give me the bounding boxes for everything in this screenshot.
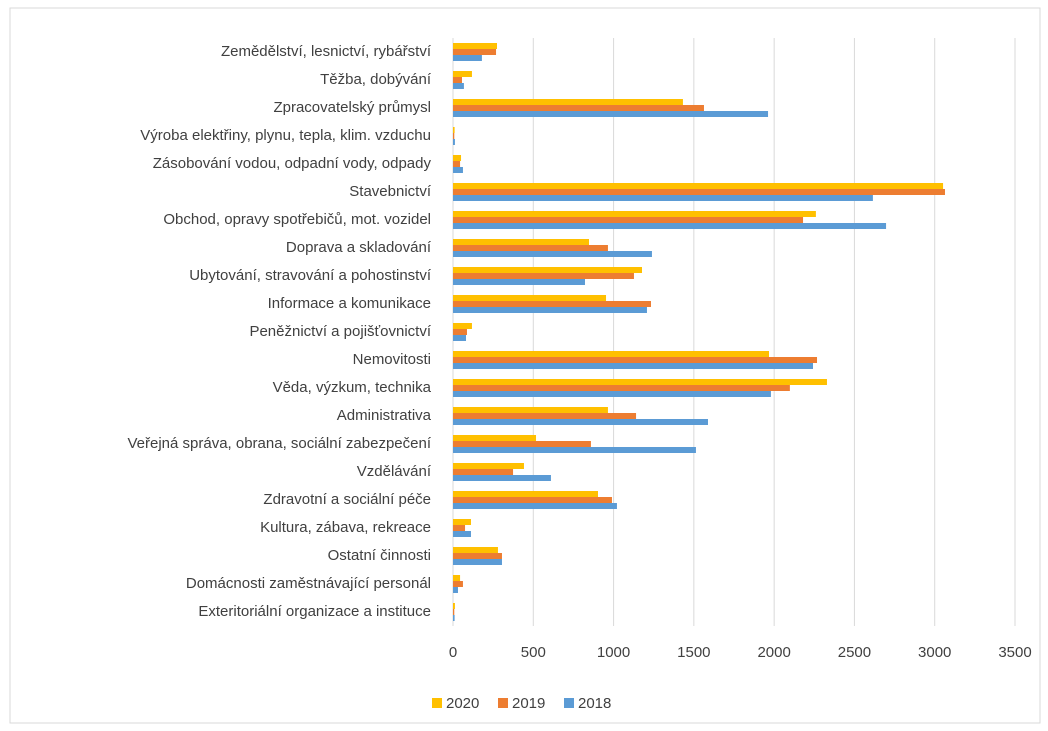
y-tick-label: Administrativa <box>337 407 432 424</box>
bar <box>453 83 464 89</box>
bar <box>453 419 708 425</box>
bar <box>453 335 467 341</box>
y-tick-label: Věda, výzkum, technika <box>273 379 432 396</box>
bar <box>453 329 467 335</box>
bar <box>453 603 455 609</box>
bar <box>453 211 816 217</box>
bar <box>453 497 612 503</box>
bar <box>453 447 696 453</box>
bar <box>453 139 455 145</box>
bar <box>453 351 770 357</box>
bar <box>453 391 771 397</box>
bar <box>453 559 502 565</box>
y-tick-label: Nemovitosti <box>353 351 431 368</box>
bar <box>453 77 462 83</box>
legend-swatch <box>432 698 442 708</box>
legend-label: 2019 <box>512 695 545 712</box>
bar <box>453 547 498 553</box>
bar <box>453 239 590 245</box>
bar <box>453 503 617 509</box>
bar <box>453 71 472 77</box>
y-tick-label: Peněžnictví a pojišťovnictví <box>249 323 431 340</box>
y-tick-label: Ubytování, stravování a pohostinství <box>189 267 432 284</box>
bar <box>453 441 591 447</box>
bar <box>453 245 608 251</box>
bar <box>453 587 458 593</box>
bar <box>453 475 551 481</box>
bar <box>453 295 607 301</box>
bar <box>453 463 524 469</box>
bar <box>453 357 818 363</box>
bar <box>453 49 497 55</box>
bar <box>453 195 873 201</box>
x-tick-label: 1000 <box>597 644 630 661</box>
bar <box>453 223 887 229</box>
y-tick-label: Informace a komunikace <box>268 295 431 312</box>
bar <box>453 279 585 285</box>
x-tick-label: 3500 <box>998 644 1031 661</box>
x-tick-label: 1500 <box>677 644 710 661</box>
y-tick-label: Zemědělství, lesnictví, rybářství <box>221 43 432 60</box>
bar <box>453 307 647 313</box>
x-tick-label: 3000 <box>918 644 951 661</box>
bar <box>453 189 945 195</box>
bar <box>453 55 482 61</box>
bar <box>453 155 462 161</box>
bar <box>453 105 704 111</box>
y-tick-label: Zdravotní a sociální péče <box>263 491 431 508</box>
y-tick-label: Obchod, opravy spotřebičů, mot. vozidel <box>163 211 431 228</box>
bar <box>453 525 466 531</box>
bar <box>453 469 514 475</box>
bar <box>453 267 642 273</box>
x-tick-label: 2000 <box>757 644 790 661</box>
bar <box>453 363 814 369</box>
bar <box>453 385 790 391</box>
bar <box>453 161 461 167</box>
y-tick-label: Zpracovatelský průmysl <box>273 99 431 116</box>
legend-swatch <box>564 698 574 708</box>
y-tick-label: Těžba, dobývání <box>320 71 432 88</box>
bar <box>453 127 455 133</box>
bar <box>453 111 769 117</box>
bar <box>453 491 598 497</box>
bar <box>453 217 804 223</box>
y-tick-label: Výroba elektřiny, plynu, tepla, klim. vz… <box>140 127 431 144</box>
bar <box>453 43 497 49</box>
x-tick-label: 2500 <box>838 644 871 661</box>
bar <box>453 581 463 587</box>
y-tick-label: Ostatní činnosti <box>328 547 431 564</box>
bar <box>453 251 652 257</box>
bar <box>453 323 472 329</box>
y-tick-label: Stavebnictví <box>349 183 432 200</box>
bar <box>453 407 608 413</box>
bar <box>453 379 827 385</box>
bar <box>453 531 471 537</box>
x-tick-label: 500 <box>521 644 546 661</box>
bar <box>453 99 683 105</box>
bar <box>453 167 463 173</box>
bar <box>453 273 634 279</box>
y-tick-label: Veřejná správa, obrana, sociální zabezpe… <box>127 435 431 452</box>
bar <box>453 435 537 441</box>
bar <box>453 609 455 615</box>
bar <box>453 301 651 307</box>
bar <box>453 553 502 559</box>
y-tick-label: Doprava a skladování <box>286 239 432 256</box>
y-tick-label: Domácnosti zaměstnávající personál <box>186 575 431 592</box>
bar <box>453 413 637 419</box>
legend-label: 2018 <box>578 695 611 712</box>
bar <box>453 133 455 139</box>
y-tick-label: Zásobování vodou, odpadní vody, odpady <box>153 155 432 172</box>
bar <box>453 575 461 581</box>
bar <box>453 615 455 621</box>
bar <box>453 519 471 525</box>
legend-label: 2020 <box>446 695 479 712</box>
x-tick-label: 0 <box>449 644 457 661</box>
bar <box>453 183 944 189</box>
y-tick-label: Exteritoriální organizace a instituce <box>198 603 431 620</box>
legend-swatch <box>498 698 508 708</box>
y-tick-label: Kultura, zábava, rekreace <box>260 519 431 536</box>
y-tick-label: Vzdělávání <box>357 463 432 480</box>
